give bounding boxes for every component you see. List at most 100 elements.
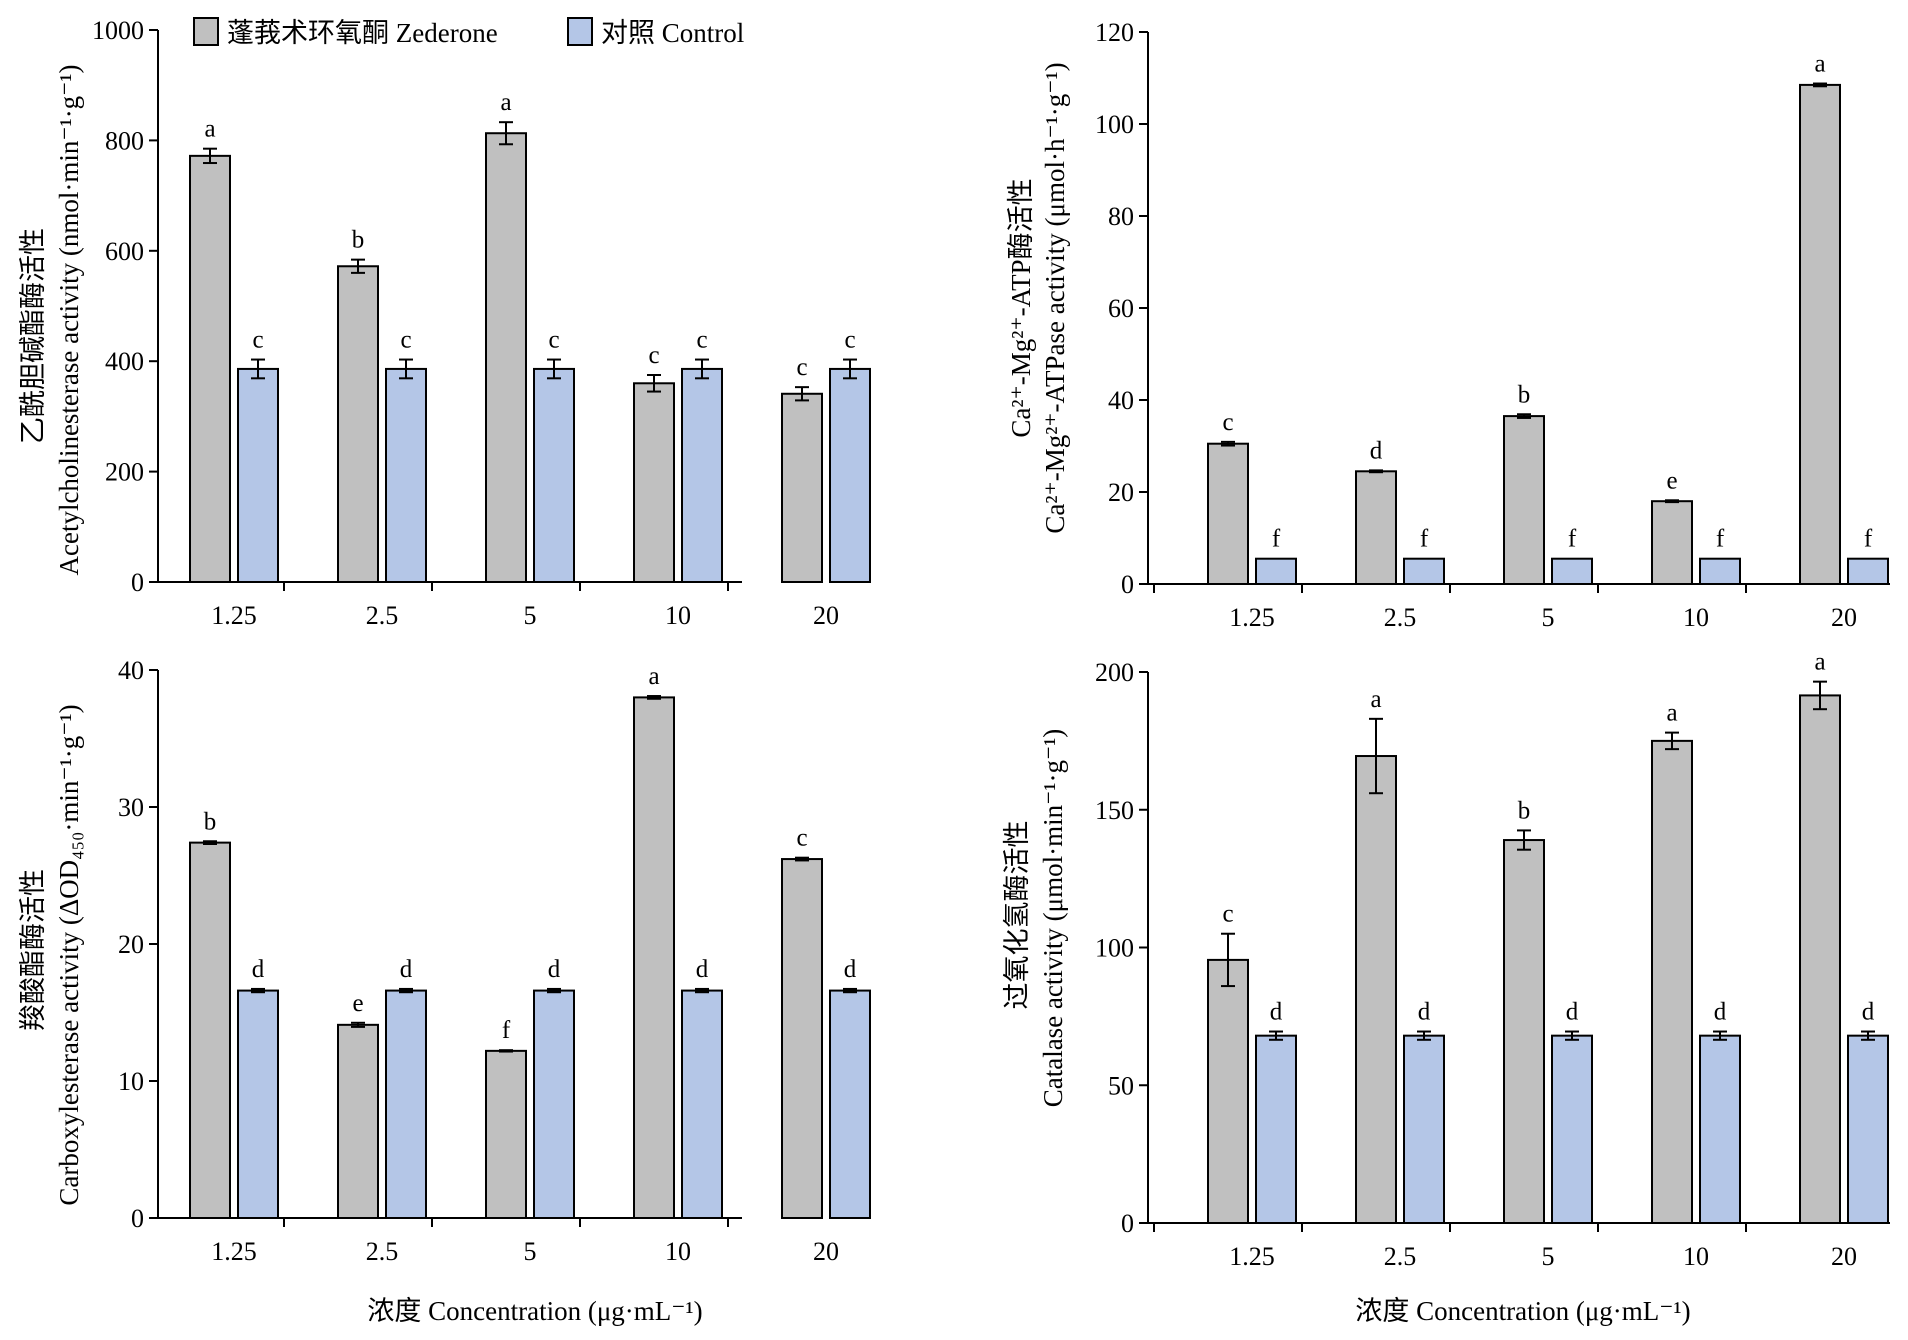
bar bbox=[1207, 442, 1249, 586]
x-tick-label: 20 bbox=[813, 1237, 839, 1266]
bar bbox=[1699, 557, 1741, 586]
y-tick-label: 800 bbox=[105, 126, 144, 155]
significance-letter: a bbox=[500, 89, 511, 116]
significance-letter: b bbox=[352, 227, 365, 254]
significance-letter: c bbox=[696, 327, 707, 354]
y-tick-label: 200 bbox=[105, 458, 144, 487]
x-tick-label: 20 bbox=[1831, 603, 1857, 632]
x-tick-label: 5 bbox=[524, 1237, 537, 1266]
x-axis-title: 浓度 Concentration (μg·mL⁻¹) bbox=[367, 1296, 702, 1326]
significance-letter: f bbox=[1568, 526, 1577, 553]
bar bbox=[1799, 694, 1841, 1224]
bar bbox=[337, 1023, 379, 1219]
significance-letter: f bbox=[1420, 526, 1429, 553]
significance-letter: c bbox=[548, 327, 559, 354]
bar bbox=[1551, 557, 1593, 586]
significance-letter: e bbox=[352, 990, 363, 1017]
significance-letter: d bbox=[1566, 999, 1579, 1026]
x-tick-label: 1.25 bbox=[1229, 1242, 1275, 1271]
bar bbox=[1255, 1034, 1297, 1225]
bar bbox=[829, 367, 871, 584]
significance-letter: d bbox=[1370, 437, 1383, 464]
axes: 0 10 20 30 40 1.25 2.5 5 10 20 bbox=[118, 656, 839, 1266]
bar bbox=[189, 841, 231, 1219]
y-tick-label: 100 bbox=[1095, 110, 1134, 139]
bar bbox=[1255, 557, 1297, 586]
significance-letter: c bbox=[796, 354, 807, 381]
bar bbox=[1799, 83, 1841, 586]
bar bbox=[385, 989, 427, 1220]
y-tick-label: 30 bbox=[118, 793, 144, 822]
significance-letter: b bbox=[1518, 381, 1531, 408]
x-tick-label: 5 bbox=[524, 601, 537, 630]
significance-letter: d bbox=[1270, 999, 1283, 1026]
y-axis-title-en: Catalase activity (μmol·min⁻¹·g⁻¹) bbox=[1038, 729, 1068, 1108]
bar bbox=[385, 367, 427, 584]
x-tick-label: 20 bbox=[813, 601, 839, 630]
marks: a b a c c c c c c c bbox=[189, 89, 871, 584]
y-tick-label: 10 bbox=[118, 1067, 144, 1096]
x-tick-label: 5 bbox=[1542, 603, 1555, 632]
y-tick-label: 1000 bbox=[92, 16, 144, 45]
bar bbox=[829, 989, 871, 1220]
bar bbox=[337, 265, 379, 583]
significance-letter: c bbox=[400, 327, 411, 354]
significance-letter: a bbox=[204, 116, 215, 143]
x-tick-label: 5 bbox=[1542, 1242, 1555, 1271]
significance-letter: d bbox=[400, 956, 413, 983]
bar bbox=[1503, 839, 1545, 1224]
significance-letter: a bbox=[648, 663, 659, 690]
chart-panel-atpase: 0 20 40 60 80 100 120 1.25 2.5 5 10 20 c d b e a f f f f f C… bbox=[1006, 18, 1890, 632]
significance-letter: d bbox=[548, 956, 561, 983]
marks: c d b e a f f f f f bbox=[1207, 51, 1889, 586]
bar bbox=[485, 132, 527, 583]
bar bbox=[1355, 755, 1397, 1225]
significance-letter: a bbox=[1814, 51, 1825, 78]
x-tick-label: 2.5 bbox=[366, 601, 399, 630]
bar bbox=[633, 382, 675, 583]
bar bbox=[1551, 1034, 1593, 1225]
x-tick-label: 1.25 bbox=[1229, 603, 1275, 632]
y-axis-title-cn: Ca²⁺-Mg²⁺-ATP酶活性 bbox=[1006, 178, 1036, 437]
bar bbox=[533, 989, 575, 1220]
significance-letter: d bbox=[696, 956, 709, 983]
y-tick-label: 120 bbox=[1095, 18, 1134, 47]
legend-label-zederone: 蓬莪术环氧酮 Zederone bbox=[227, 18, 498, 48]
x-tick-label: 2.5 bbox=[1384, 603, 1417, 632]
bar bbox=[533, 367, 575, 584]
x-tick-label: 1.25 bbox=[211, 601, 257, 630]
bar bbox=[781, 392, 823, 583]
legend: 蓬莪术环氧酮 Zederone 对照 Control bbox=[193, 17, 744, 48]
bar bbox=[1403, 1034, 1445, 1225]
significance-letter: c bbox=[844, 327, 855, 354]
bar bbox=[633, 696, 675, 1219]
y-axis-title-cn: 过氧化氢酶活性 bbox=[1002, 821, 1032, 1010]
y-axis-title-cn: 乙酰胆碱酯酶活性 bbox=[18, 228, 48, 444]
marks: b e f a c d d d d d bbox=[189, 663, 871, 1220]
y-tick-label: 20 bbox=[1108, 478, 1134, 507]
y-tick-label: 200 bbox=[1095, 658, 1134, 687]
bar bbox=[1847, 557, 1889, 586]
y-axis-title-en: Acetylcholinesterase activity (nmol·min⁻… bbox=[54, 64, 84, 575]
y-tick-label: 0 bbox=[131, 1204, 144, 1233]
x-tick-label: 1.25 bbox=[211, 1237, 257, 1266]
y-tick-label: 0 bbox=[1121, 570, 1134, 599]
significance-letter: b bbox=[1518, 797, 1531, 824]
y-tick-label: 150 bbox=[1095, 796, 1134, 825]
significance-letter: c bbox=[648, 342, 659, 369]
bar bbox=[1355, 470, 1397, 585]
significance-letter: d bbox=[1862, 999, 1875, 1026]
x-tick-label: 20 bbox=[1831, 1242, 1857, 1271]
y-axis-title-en: Carboxylesterase activity (ΔOD₄₅₀·min⁻¹·… bbox=[54, 704, 84, 1205]
y-tick-label: 50 bbox=[1108, 1071, 1134, 1100]
y-axis-title-cn: 羧酸酯酶活性 bbox=[18, 869, 48, 1031]
significance-letter: e bbox=[1666, 467, 1677, 494]
significance-letter: c bbox=[796, 825, 807, 852]
significance-letter: a bbox=[1666, 700, 1677, 727]
y-tick-label: 20 bbox=[118, 930, 144, 959]
significance-letter: f bbox=[1864, 526, 1873, 553]
marks: c a b a a d d d d d bbox=[1207, 649, 1889, 1225]
bar bbox=[1651, 739, 1693, 1224]
y-tick-label: 0 bbox=[131, 568, 144, 597]
